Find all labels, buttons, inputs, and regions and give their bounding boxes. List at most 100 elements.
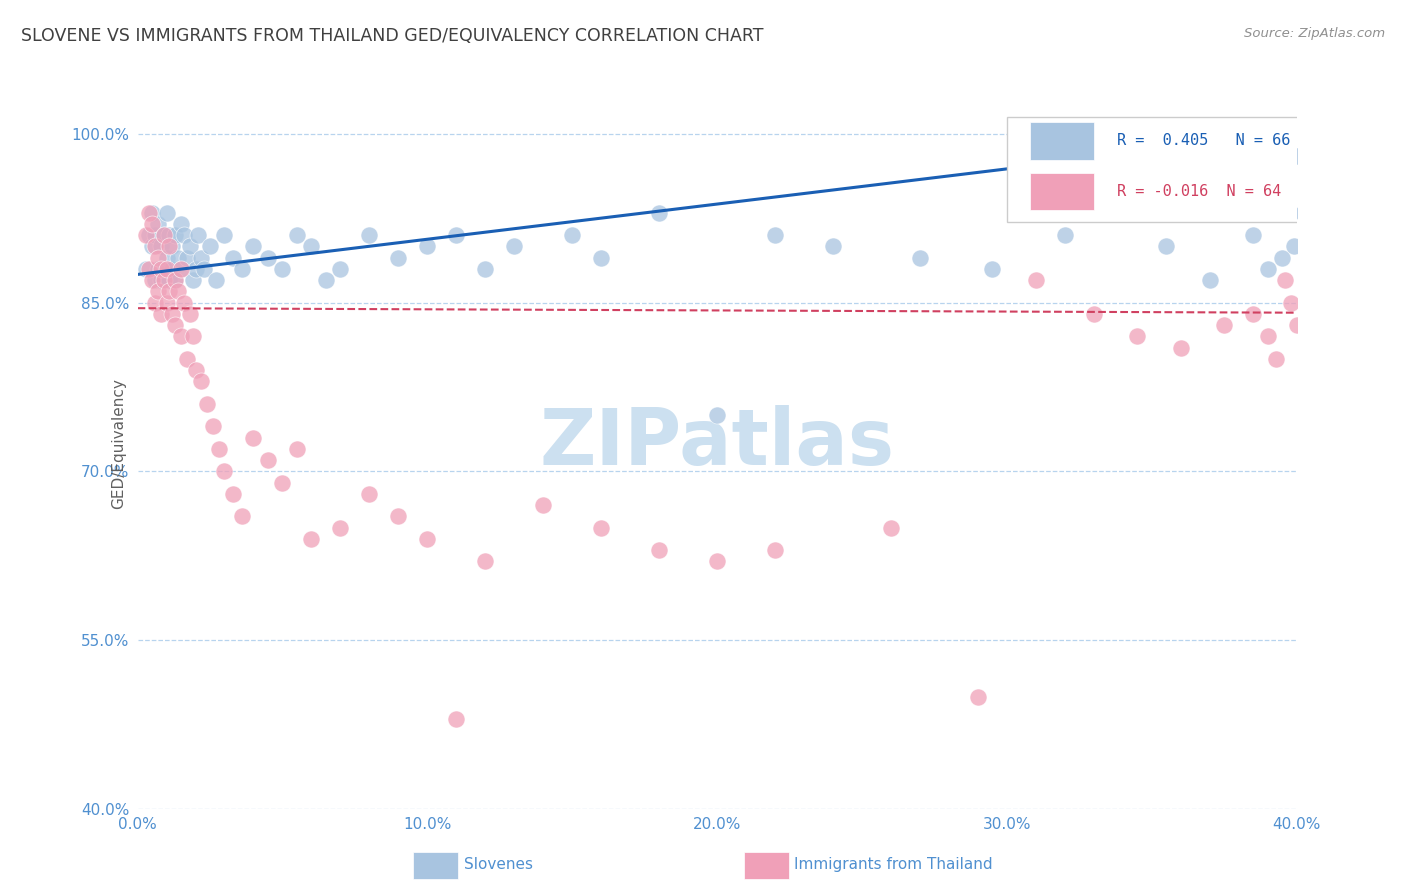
Point xyxy=(591,251,613,265)
Point xyxy=(446,712,468,726)
Bar xyxy=(1031,173,1094,211)
Point xyxy=(1285,149,1308,163)
Point xyxy=(222,251,245,265)
Point xyxy=(204,273,226,287)
Text: R = -0.016  N = 64: R = -0.016 N = 64 xyxy=(1116,184,1281,199)
Text: R =  0.405   N = 66: R = 0.405 N = 66 xyxy=(1116,133,1291,148)
Point xyxy=(1241,307,1264,321)
Point xyxy=(416,532,439,546)
Point xyxy=(165,273,187,287)
Point xyxy=(159,239,181,253)
Point xyxy=(165,273,187,287)
Point xyxy=(193,261,215,276)
Point xyxy=(135,227,157,242)
Point xyxy=(271,261,294,276)
Point xyxy=(143,239,166,253)
Point xyxy=(416,239,439,253)
Text: ZIPatlas: ZIPatlas xyxy=(540,405,894,482)
Point xyxy=(214,227,236,242)
Point xyxy=(1198,273,1220,287)
Point xyxy=(170,261,193,276)
Point xyxy=(285,227,308,242)
Point xyxy=(190,375,212,389)
Point xyxy=(173,227,195,242)
Point xyxy=(908,251,931,265)
Point xyxy=(257,453,280,467)
Point xyxy=(198,239,221,253)
Point xyxy=(446,227,468,242)
Point xyxy=(146,285,169,299)
Point xyxy=(474,554,496,568)
Point xyxy=(242,239,264,253)
Point xyxy=(146,251,169,265)
Point xyxy=(149,261,172,276)
Point xyxy=(222,487,245,501)
Point xyxy=(208,442,231,456)
Point xyxy=(1279,295,1302,310)
Point xyxy=(138,227,160,242)
Point xyxy=(170,329,193,343)
Point xyxy=(184,363,207,377)
Point xyxy=(146,261,169,276)
Point xyxy=(149,239,172,253)
Point xyxy=(231,509,253,524)
Text: SLOVENE VS IMMIGRANTS FROM THAILAND GED/EQUIVALENCY CORRELATION CHART: SLOVENE VS IMMIGRANTS FROM THAILAND GED/… xyxy=(21,27,763,45)
Point xyxy=(138,261,160,276)
Point xyxy=(242,431,264,445)
Point xyxy=(214,464,236,478)
Point xyxy=(706,554,728,568)
Point xyxy=(179,307,201,321)
Polygon shape xyxy=(1007,117,1406,221)
Point xyxy=(190,251,212,265)
Point xyxy=(152,227,174,242)
Point xyxy=(173,295,195,310)
Point xyxy=(149,307,172,321)
Point xyxy=(1271,251,1294,265)
Point xyxy=(271,475,294,490)
Text: Immigrants from Thailand: Immigrants from Thailand xyxy=(794,857,993,872)
Point xyxy=(531,498,554,512)
Point xyxy=(387,251,409,265)
Point xyxy=(763,227,786,242)
Text: Slovenes: Slovenes xyxy=(464,857,533,872)
Point xyxy=(1083,307,1105,321)
Point xyxy=(181,329,204,343)
Point xyxy=(152,273,174,287)
Point xyxy=(152,261,174,276)
Point xyxy=(162,239,184,253)
Point xyxy=(1282,239,1305,253)
Point xyxy=(159,227,181,242)
Point xyxy=(474,261,496,276)
Point xyxy=(981,261,1004,276)
Point xyxy=(149,273,172,287)
Point xyxy=(155,251,177,265)
Point xyxy=(561,227,583,242)
Point xyxy=(1170,341,1192,355)
Point xyxy=(165,318,187,332)
Point xyxy=(329,521,352,535)
Point xyxy=(763,543,786,558)
Point xyxy=(966,690,988,704)
Point xyxy=(706,408,728,422)
Point xyxy=(159,273,181,287)
Point xyxy=(146,217,169,231)
Point xyxy=(181,273,204,287)
Point xyxy=(359,227,381,242)
Point xyxy=(329,261,352,276)
Point xyxy=(167,251,190,265)
Bar xyxy=(1031,122,1094,160)
Point xyxy=(138,205,160,219)
Point xyxy=(135,261,157,276)
Point xyxy=(165,227,187,242)
Point xyxy=(143,273,166,287)
Point xyxy=(159,285,181,299)
Y-axis label: GED/Equivalency: GED/Equivalency xyxy=(111,378,127,508)
Point xyxy=(591,521,613,535)
Point xyxy=(155,261,177,276)
Point xyxy=(1126,329,1149,343)
Point xyxy=(141,273,163,287)
Point xyxy=(1279,205,1302,219)
Point xyxy=(1213,318,1236,332)
Point xyxy=(1154,239,1177,253)
Point xyxy=(1257,261,1279,276)
